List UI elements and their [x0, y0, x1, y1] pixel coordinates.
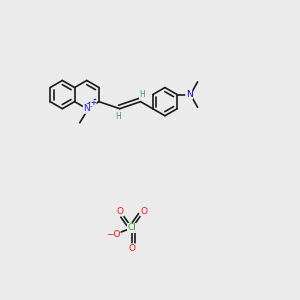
Text: H: H [115, 112, 121, 121]
Text: +: + [91, 100, 96, 106]
Text: O: O [140, 207, 147, 216]
Text: N: N [83, 104, 90, 113]
Text: N: N [186, 90, 193, 99]
Text: O: O [128, 244, 136, 253]
Text: Cl: Cl [128, 224, 136, 232]
Text: O: O [117, 207, 124, 216]
Text: −O: −O [106, 230, 120, 239]
Text: H: H [140, 90, 145, 99]
